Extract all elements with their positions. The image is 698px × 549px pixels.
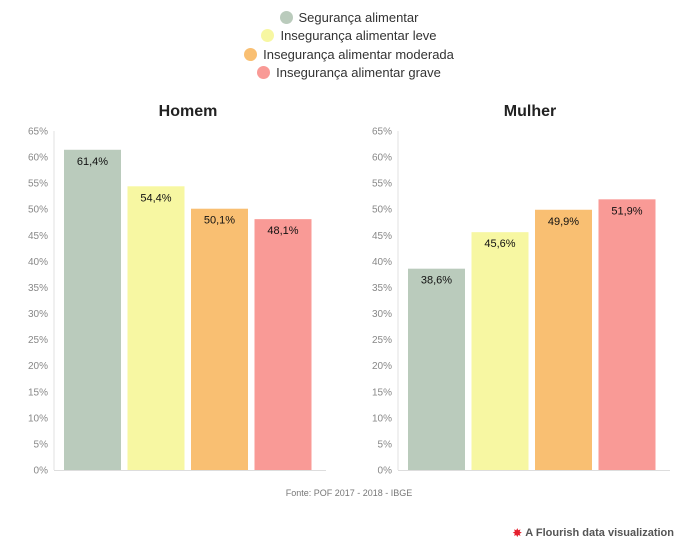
bar — [471, 232, 529, 470]
bar-value-label: 45,6% — [484, 238, 515, 250]
y-tick-label: 5% — [34, 439, 49, 450]
y-tick-label: 25% — [28, 335, 48, 346]
y-tick-label: 10% — [28, 413, 48, 424]
y-tick-label: 55% — [372, 179, 392, 190]
y-tick-label: 35% — [28, 283, 48, 294]
legend-label: Insegurança alimentar leve — [280, 28, 437, 44]
bar-value-label: 51,9% — [611, 205, 642, 217]
bar-value-label: 48,1% — [267, 225, 298, 237]
y-tick-label: 15% — [372, 387, 392, 398]
y-tick-label: 20% — [28, 361, 48, 372]
y-tick-label: 50% — [372, 205, 392, 216]
y-tick-label: 55% — [28, 179, 48, 190]
legend-item-inseguranca-leve[interactable]: Insegurança alimentar leve — [261, 27, 437, 46]
source-note: Fonte: POF 2017 - 2018 - IBGE — [285, 488, 413, 498]
y-tick-label: 40% — [372, 257, 392, 268]
legend-item-seguranca[interactable]: Segurança alimentar — [279, 8, 419, 27]
y-tick-label: 65% — [28, 127, 48, 138]
legend-swatch — [279, 10, 293, 24]
y-tick-label: 35% — [372, 283, 392, 294]
bar — [64, 149, 121, 470]
attribution-label: A Flourish data visualization — [525, 527, 674, 539]
y-tick-label: 50% — [28, 205, 48, 216]
y-tick-label: 15% — [28, 387, 48, 398]
y-tick-label: 45% — [28, 231, 48, 242]
legend-item-inseguranca-grave[interactable]: Insegurança alimentar grave — [257, 64, 441, 83]
y-tick-label: 10% — [372, 413, 392, 424]
bar-value-label: 50,1% — [204, 215, 235, 227]
legend-swatch — [261, 29, 275, 43]
y-tick-label: 65% — [372, 127, 392, 138]
bar — [191, 208, 248, 470]
bar — [535, 209, 592, 470]
y-tick-label: 20% — [372, 361, 392, 372]
legend-label: Segurança alimentar — [298, 9, 419, 25]
bar — [254, 219, 312, 470]
legend-label: Insegurança alimentar moderada — [263, 46, 454, 62]
y-tick-label: 0% — [34, 466, 49, 477]
bar-value-label: 49,9% — [548, 216, 579, 228]
flourish-attribution[interactable]: ✸ A Flourish data visualization — [512, 526, 674, 540]
bar — [598, 199, 656, 470]
y-tick-label: 40% — [28, 257, 48, 268]
y-tick-label: 25% — [372, 335, 392, 346]
bar-value-label: 38,6% — [421, 275, 452, 287]
y-tick-label: 60% — [372, 153, 392, 164]
legend-label: Insegurança alimentar grave — [276, 65, 441, 81]
chart-title: Homem — [159, 103, 218, 120]
legend-swatch — [244, 47, 258, 61]
y-tick-label: 5% — [378, 439, 393, 450]
legend-item-inseguranca-moderada[interactable]: Insegurança alimentar moderada — [244, 45, 454, 64]
flourish-logo-icon: ✸ — [512, 526, 523, 540]
chart-title: Mulher — [504, 103, 556, 120]
y-tick-label: 30% — [28, 309, 48, 320]
y-tick-label: 60% — [28, 153, 48, 164]
bar — [127, 186, 185, 470]
legend-swatch — [257, 66, 271, 80]
bar — [408, 268, 465, 470]
y-tick-label: 45% — [372, 231, 392, 242]
y-tick-label: 30% — [372, 309, 392, 320]
bar-value-label: 54,4% — [140, 192, 171, 204]
legend: Segurança alimentar Insegurança alimenta… — [0, 8, 698, 82]
y-tick-label: 0% — [378, 466, 393, 477]
bar-value-label: 61,4% — [77, 156, 108, 168]
